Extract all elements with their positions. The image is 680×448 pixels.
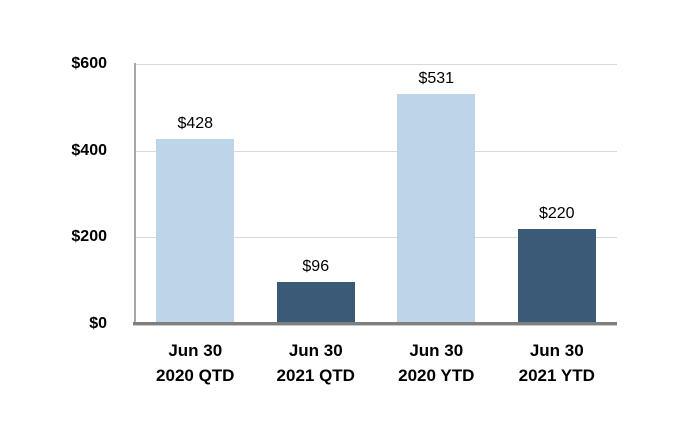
category-label-line: 2020 YTD xyxy=(398,366,475,385)
y-tick-label: $0 xyxy=(89,315,107,332)
category-label: Jun 30 2021 QTD xyxy=(256,338,377,388)
bar xyxy=(397,93,476,324)
plot-area: $428 $96 $531 $220 xyxy=(135,64,617,324)
category-label: Jun 30 2021 YTD xyxy=(497,338,618,388)
value-label: $220 xyxy=(538,204,575,222)
category-label-line: Jun 30 xyxy=(409,341,464,360)
category-label: Jun 30 2020 QTD xyxy=(135,338,256,388)
category-label-line: Jun 30 xyxy=(529,341,584,360)
category-label: Jun 30 2020 YTD xyxy=(376,338,497,388)
y-axis-line xyxy=(134,63,136,324)
gridline xyxy=(135,64,617,65)
bar xyxy=(156,138,235,324)
y-tick-label: $400 xyxy=(71,141,107,159)
bar xyxy=(517,228,596,324)
value-label: $428 xyxy=(177,114,214,132)
category-label-line: 2020 QTD xyxy=(156,366,235,385)
category-label-line: Jun 30 xyxy=(168,341,223,360)
value-label: $531 xyxy=(418,69,455,87)
x-axis-line xyxy=(133,322,617,325)
gridline xyxy=(135,237,617,239)
category-label-line: 2021 QTD xyxy=(276,366,355,385)
y-tick-label: $600 xyxy=(71,55,107,72)
category-label-line: 2021 YTD xyxy=(518,366,595,385)
y-tick-label: $200 xyxy=(71,228,107,246)
value-label: $96 xyxy=(302,258,330,276)
bar xyxy=(276,282,355,324)
category-label-line: Jun 30 xyxy=(288,341,343,360)
gridline xyxy=(135,150,617,152)
